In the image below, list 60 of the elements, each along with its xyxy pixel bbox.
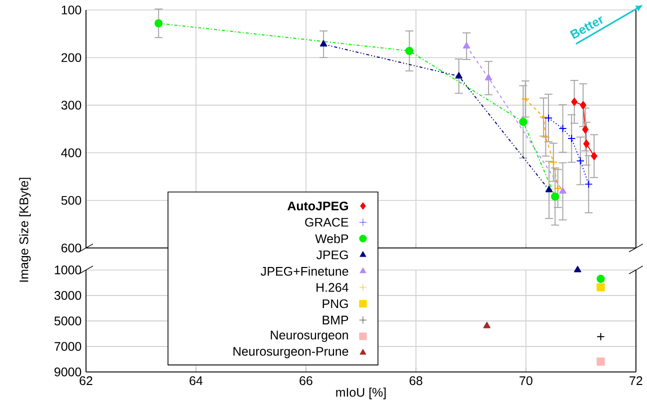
y-tick-label: 5000 <box>54 316 82 326</box>
point <box>559 187 566 194</box>
y-tick-label: 3000 <box>54 291 82 300</box>
point <box>558 124 567 133</box>
point <box>596 283 605 292</box>
point <box>484 74 492 80</box>
point <box>549 158 558 166</box>
point <box>542 133 550 142</box>
point <box>582 125 589 134</box>
x-tick-label: 62 <box>80 376 92 386</box>
x-tick-label: 64 <box>190 376 203 386</box>
point <box>545 186 553 192</box>
x-tick-label: 66 <box>300 376 312 386</box>
point <box>576 156 584 165</box>
point <box>590 152 598 160</box>
y-tick-label: 500 <box>61 196 82 205</box>
legend-label: Neurosurgeon <box>270 330 348 342</box>
point <box>596 358 605 366</box>
x-tick-label: 68 <box>410 376 422 386</box>
point <box>462 42 470 48</box>
y-tick-label: 9000 <box>54 368 82 376</box>
legend-label: PNG <box>322 299 348 308</box>
point <box>521 94 530 104</box>
point <box>554 184 562 193</box>
legend-label: JPEG <box>316 250 348 260</box>
x-axis-title: mIoU [%] <box>336 388 386 400</box>
point <box>539 113 548 122</box>
y-tick-label: 300 <box>61 100 82 110</box>
point <box>544 114 553 122</box>
point <box>596 274 605 283</box>
point <box>584 180 593 188</box>
legend-label: WebP <box>315 234 348 244</box>
legend-label: Neurosurgeon-Prune <box>233 347 348 358</box>
x-tick-label: 72 <box>630 376 642 386</box>
point <box>154 19 163 28</box>
point <box>580 101 586 110</box>
point <box>455 72 462 78</box>
y-tick-label: 100 <box>62 6 82 14</box>
point <box>320 40 328 47</box>
legend-label: AutoJPEG <box>288 202 348 210</box>
point <box>574 266 582 272</box>
point <box>405 46 414 56</box>
legend-label: H.264 <box>316 283 348 292</box>
y-tick-label: 600 <box>61 244 82 252</box>
point <box>519 118 528 126</box>
point <box>550 192 560 201</box>
point <box>571 98 578 106</box>
y-tick-label: 200 <box>61 53 82 62</box>
legend-label: GRACE <box>305 218 348 227</box>
point <box>583 140 590 148</box>
x-tick-label: 70 <box>520 376 532 386</box>
y-axis-title: Image Size [KByte] <box>19 178 31 282</box>
point <box>596 332 605 341</box>
point <box>483 322 490 328</box>
y-tick-label: 7000 <box>54 342 82 351</box>
y-tick-label: 1000 <box>54 266 82 274</box>
legend-label: JPEG+Finetune <box>260 266 348 276</box>
legend-label: BMP <box>322 316 348 324</box>
point <box>567 134 576 143</box>
y-tick-label: 400 <box>61 148 82 158</box>
